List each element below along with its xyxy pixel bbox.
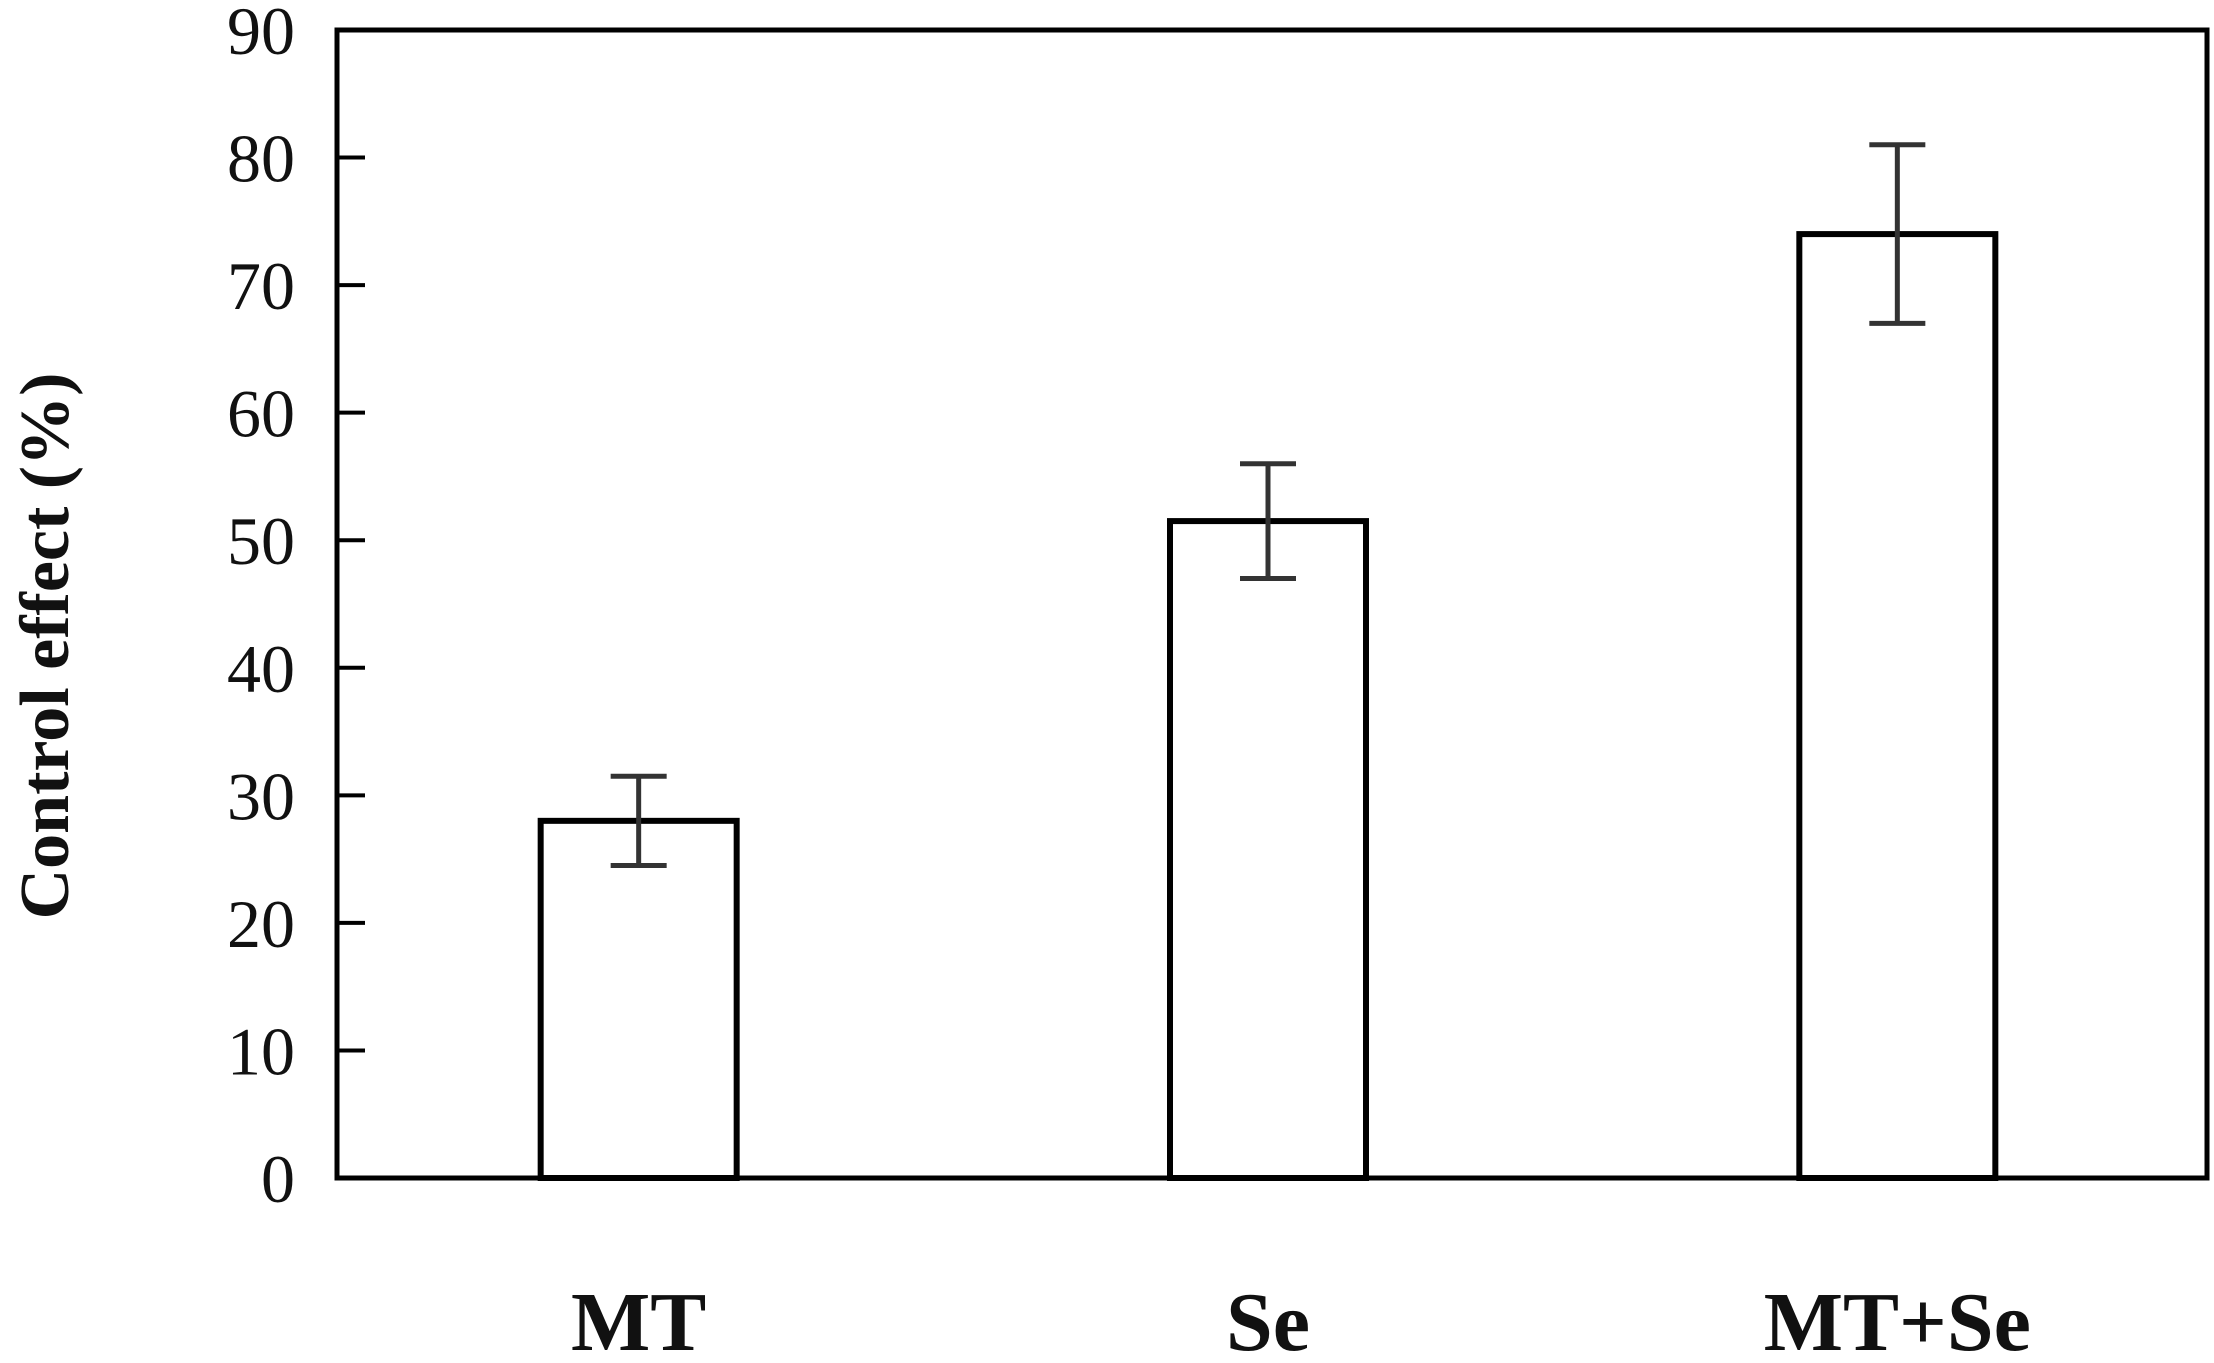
y-tick-label: 80: [227, 121, 295, 197]
y-tick-label: 90: [227, 0, 295, 69]
y-axis-label: Control effect (%): [7, 373, 84, 920]
y-tick-label: 50: [227, 503, 295, 579]
y-tick-label: 0: [261, 1141, 295, 1217]
y-tick-label: 20: [227, 886, 295, 962]
x-category-label: MT: [571, 1276, 706, 1363]
x-category-label: MT+Se: [1764, 1276, 2031, 1363]
y-tick-label: 60: [227, 376, 295, 452]
y-tick-label: 40: [227, 631, 295, 707]
x-axis-labels: MT Se MT+Se: [571, 1276, 2031, 1363]
x-category-label: Se: [1226, 1276, 1310, 1363]
bar-se: [1167, 518, 1369, 1181]
error-bars: [610, 142, 1926, 868]
bar-mt: [537, 817, 740, 1181]
y-tick-label: 10: [227, 1013, 295, 1089]
y-axis-ticks: 0 10 20 30 40 50 60 70 80 90: [227, 0, 365, 1217]
bar-mt-se: [1796, 231, 1999, 1182]
bars: [537, 231, 1999, 1182]
y-tick-label: 30: [227, 758, 295, 834]
y-tick-label: 70: [227, 248, 295, 324]
